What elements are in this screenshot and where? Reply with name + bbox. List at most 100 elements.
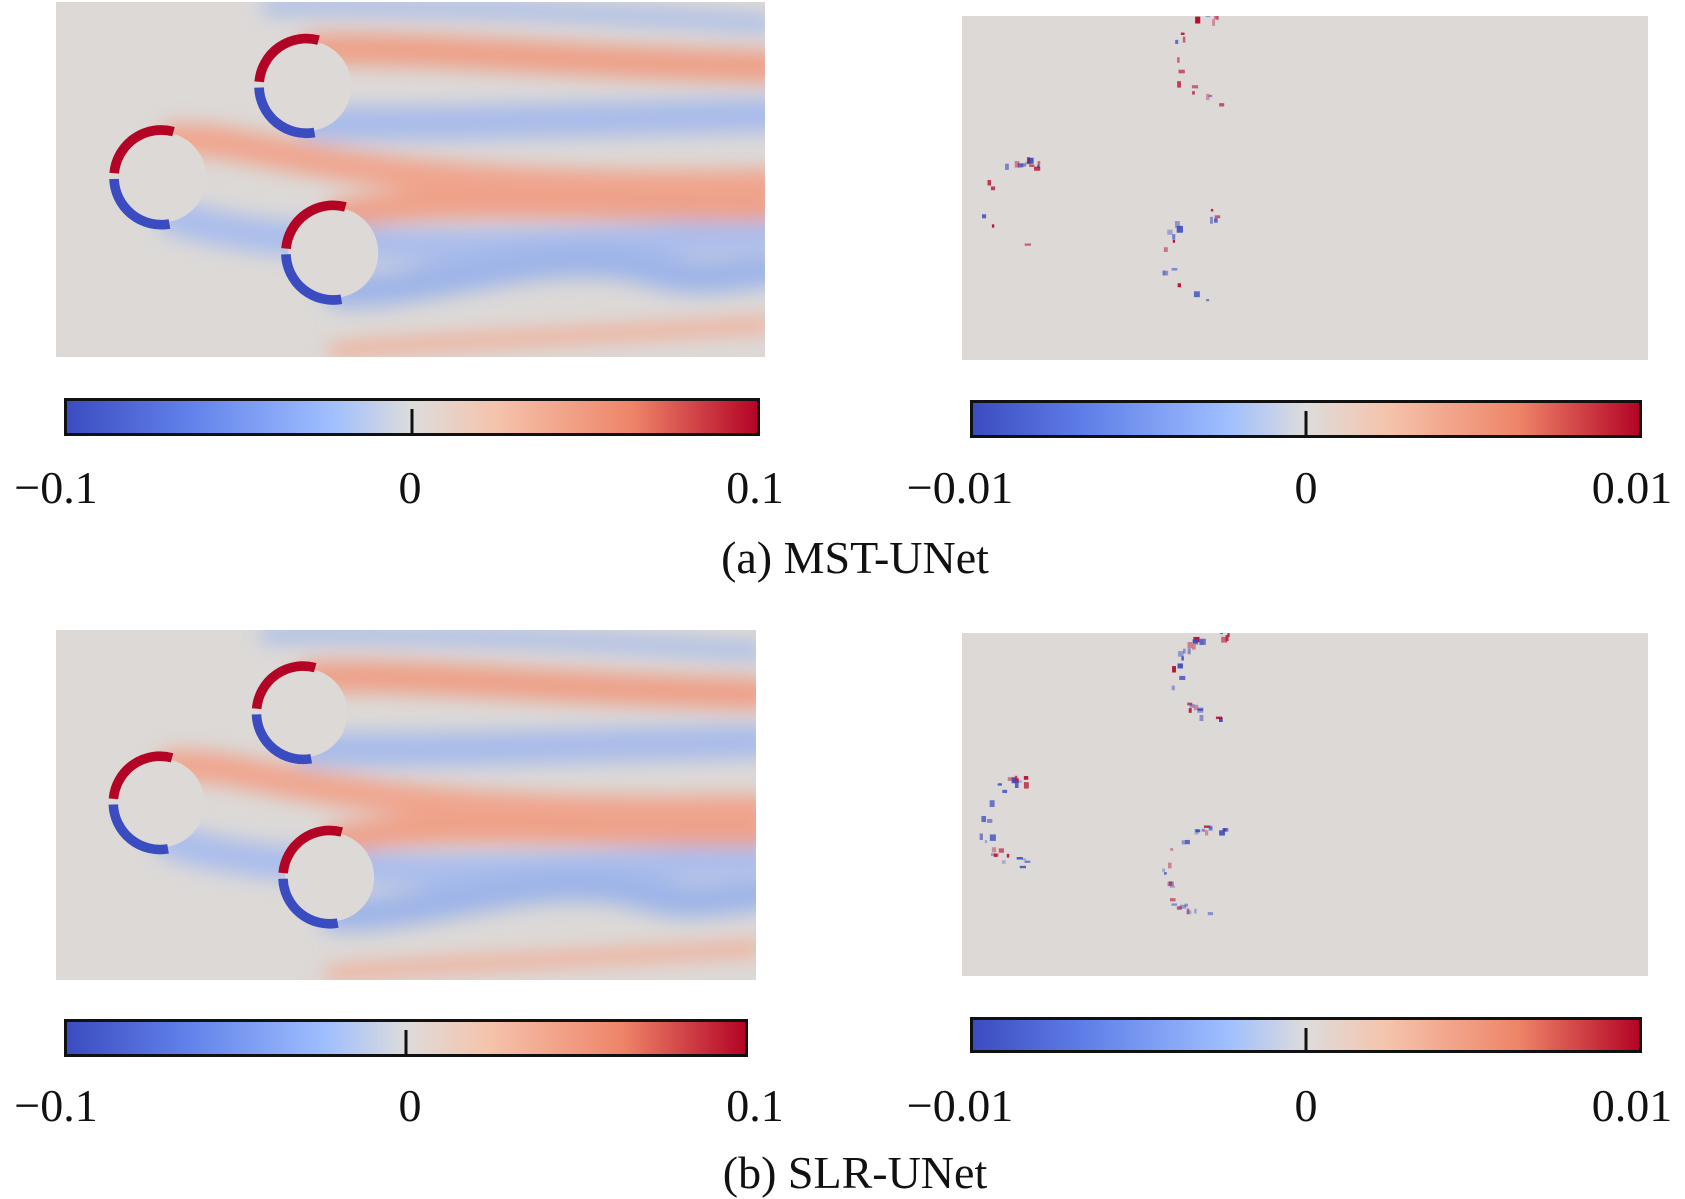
error-speck: [1222, 828, 1229, 832]
error-speck: [981, 816, 987, 823]
wake-band: [156, 749, 756, 828]
error-speck: [1186, 910, 1192, 915]
panel-a-prediction-field: [56, 2, 765, 357]
error-speck: [991, 847, 997, 853]
error-speck: [1197, 707, 1204, 713]
error-speck: [1017, 163, 1024, 168]
panel-a-error-colorbar: [970, 400, 1642, 438]
error-speck: [1171, 685, 1175, 691]
error-speck: [1208, 94, 1213, 98]
error-speck: [1187, 648, 1191, 655]
colorbar-tick-label: 0: [398, 462, 422, 513]
error-speck: [1037, 161, 1041, 166]
negative-shear-layer: [251, 713, 313, 765]
error-speck: [1183, 648, 1186, 654]
error-speck: [998, 782, 1002, 786]
wake-band: [297, 33, 765, 83]
error-speck: [1220, 633, 1223, 635]
error-speck: [1201, 828, 1206, 832]
wake-band: [320, 868, 756, 932]
error-speck: [1192, 91, 1195, 95]
error-speck: [1182, 36, 1186, 43]
colorbar-zero-tick: [1304, 1028, 1308, 1050]
colorbar-tick-label: 0.01: [1591, 462, 1673, 513]
colorbar-tick-label: −0.01: [906, 462, 1014, 513]
error-speck: [1179, 675, 1186, 680]
error-speck: [1170, 848, 1174, 851]
error-speck: [989, 800, 995, 807]
error-speck: [1205, 16, 1211, 18]
cylinder: [115, 758, 205, 848]
error-speck: [1034, 166, 1041, 171]
wake-band: [322, 813, 756, 855]
error-speck: [1213, 16, 1219, 20]
error-speck: [1176, 906, 1182, 910]
error-speck: [1219, 830, 1225, 836]
field-background: [962, 16, 1648, 360]
colorbar-tick-label: 0.01: [1591, 1080, 1673, 1131]
error-speck: [1221, 636, 1228, 643]
negative-shear-layer: [281, 253, 343, 305]
colorbar-tick-label: 0: [1294, 462, 1318, 513]
error-speck: [1172, 666, 1176, 673]
error-speck: [1163, 247, 1168, 253]
error-speck: [1001, 860, 1006, 864]
error-speck: [1209, 826, 1212, 830]
error-speck: [1016, 857, 1023, 860]
error-speck: [982, 214, 987, 219]
error-speck: [1014, 161, 1020, 168]
error-speck: [1187, 642, 1193, 649]
error-speck: [1012, 778, 1019, 783]
positive-shear-layer: [254, 33, 320, 83]
negative-shear-layer: [109, 178, 171, 230]
error-speck: [1189, 704, 1195, 708]
error-speck: [1187, 702, 1193, 706]
panel-b-error-colorbar: [970, 1017, 1642, 1053]
error-speck: [1212, 19, 1216, 26]
colorbar-tick-label: −0.01: [906, 1080, 1014, 1131]
error-speck: [1184, 839, 1190, 845]
error-speck: [1023, 776, 1029, 780]
field-background: [962, 633, 1648, 976]
error-speck: [1184, 903, 1188, 907]
error-speck: [1176, 225, 1183, 233]
wake-band: [323, 243, 765, 308]
caption-a: (a) MST-UNet: [721, 532, 989, 583]
error-speck: [1210, 208, 1214, 212]
error-speck: [1206, 93, 1210, 101]
error-speck: [1163, 872, 1167, 875]
error-speck: [1203, 825, 1211, 828]
error-speck: [1207, 912, 1214, 916]
positive-shear-layer: [278, 825, 343, 874]
cylinder: [258, 668, 348, 758]
error-speck: [1027, 157, 1034, 164]
error-speck: [1177, 651, 1184, 657]
panel-a-error-field: [962, 16, 1648, 360]
error-speck: [990, 186, 996, 191]
wake-band: [327, 317, 765, 357]
error-speck: [1181, 840, 1186, 845]
error-speck: [1194, 908, 1197, 914]
error-speck: [1181, 656, 1184, 661]
error-speck: [1195, 829, 1201, 833]
error-speck: [1191, 85, 1199, 89]
error-speck: [1180, 32, 1185, 35]
error-speck: [1215, 16, 1219, 21]
colorbar-zero-tick: [410, 409, 414, 433]
error-speck: [1199, 715, 1204, 722]
error-speck: [1006, 853, 1010, 858]
error-speck: [1215, 716, 1223, 720]
error-speck: [1188, 708, 1192, 713]
error-speck: [1174, 221, 1180, 228]
wake-band: [324, 940, 756, 980]
error-speck: [1014, 781, 1019, 788]
error-speck: [1024, 860, 1031, 863]
error-speck: [1193, 291, 1200, 298]
wake-band: [158, 123, 765, 203]
error-speck: [986, 818, 993, 823]
error-speck: [1167, 229, 1173, 235]
panel-a-prediction-colorbar: [64, 398, 760, 436]
wake-band: [296, 97, 765, 141]
error-speck: [1171, 903, 1178, 906]
negative-shear-layer: [254, 87, 316, 139]
